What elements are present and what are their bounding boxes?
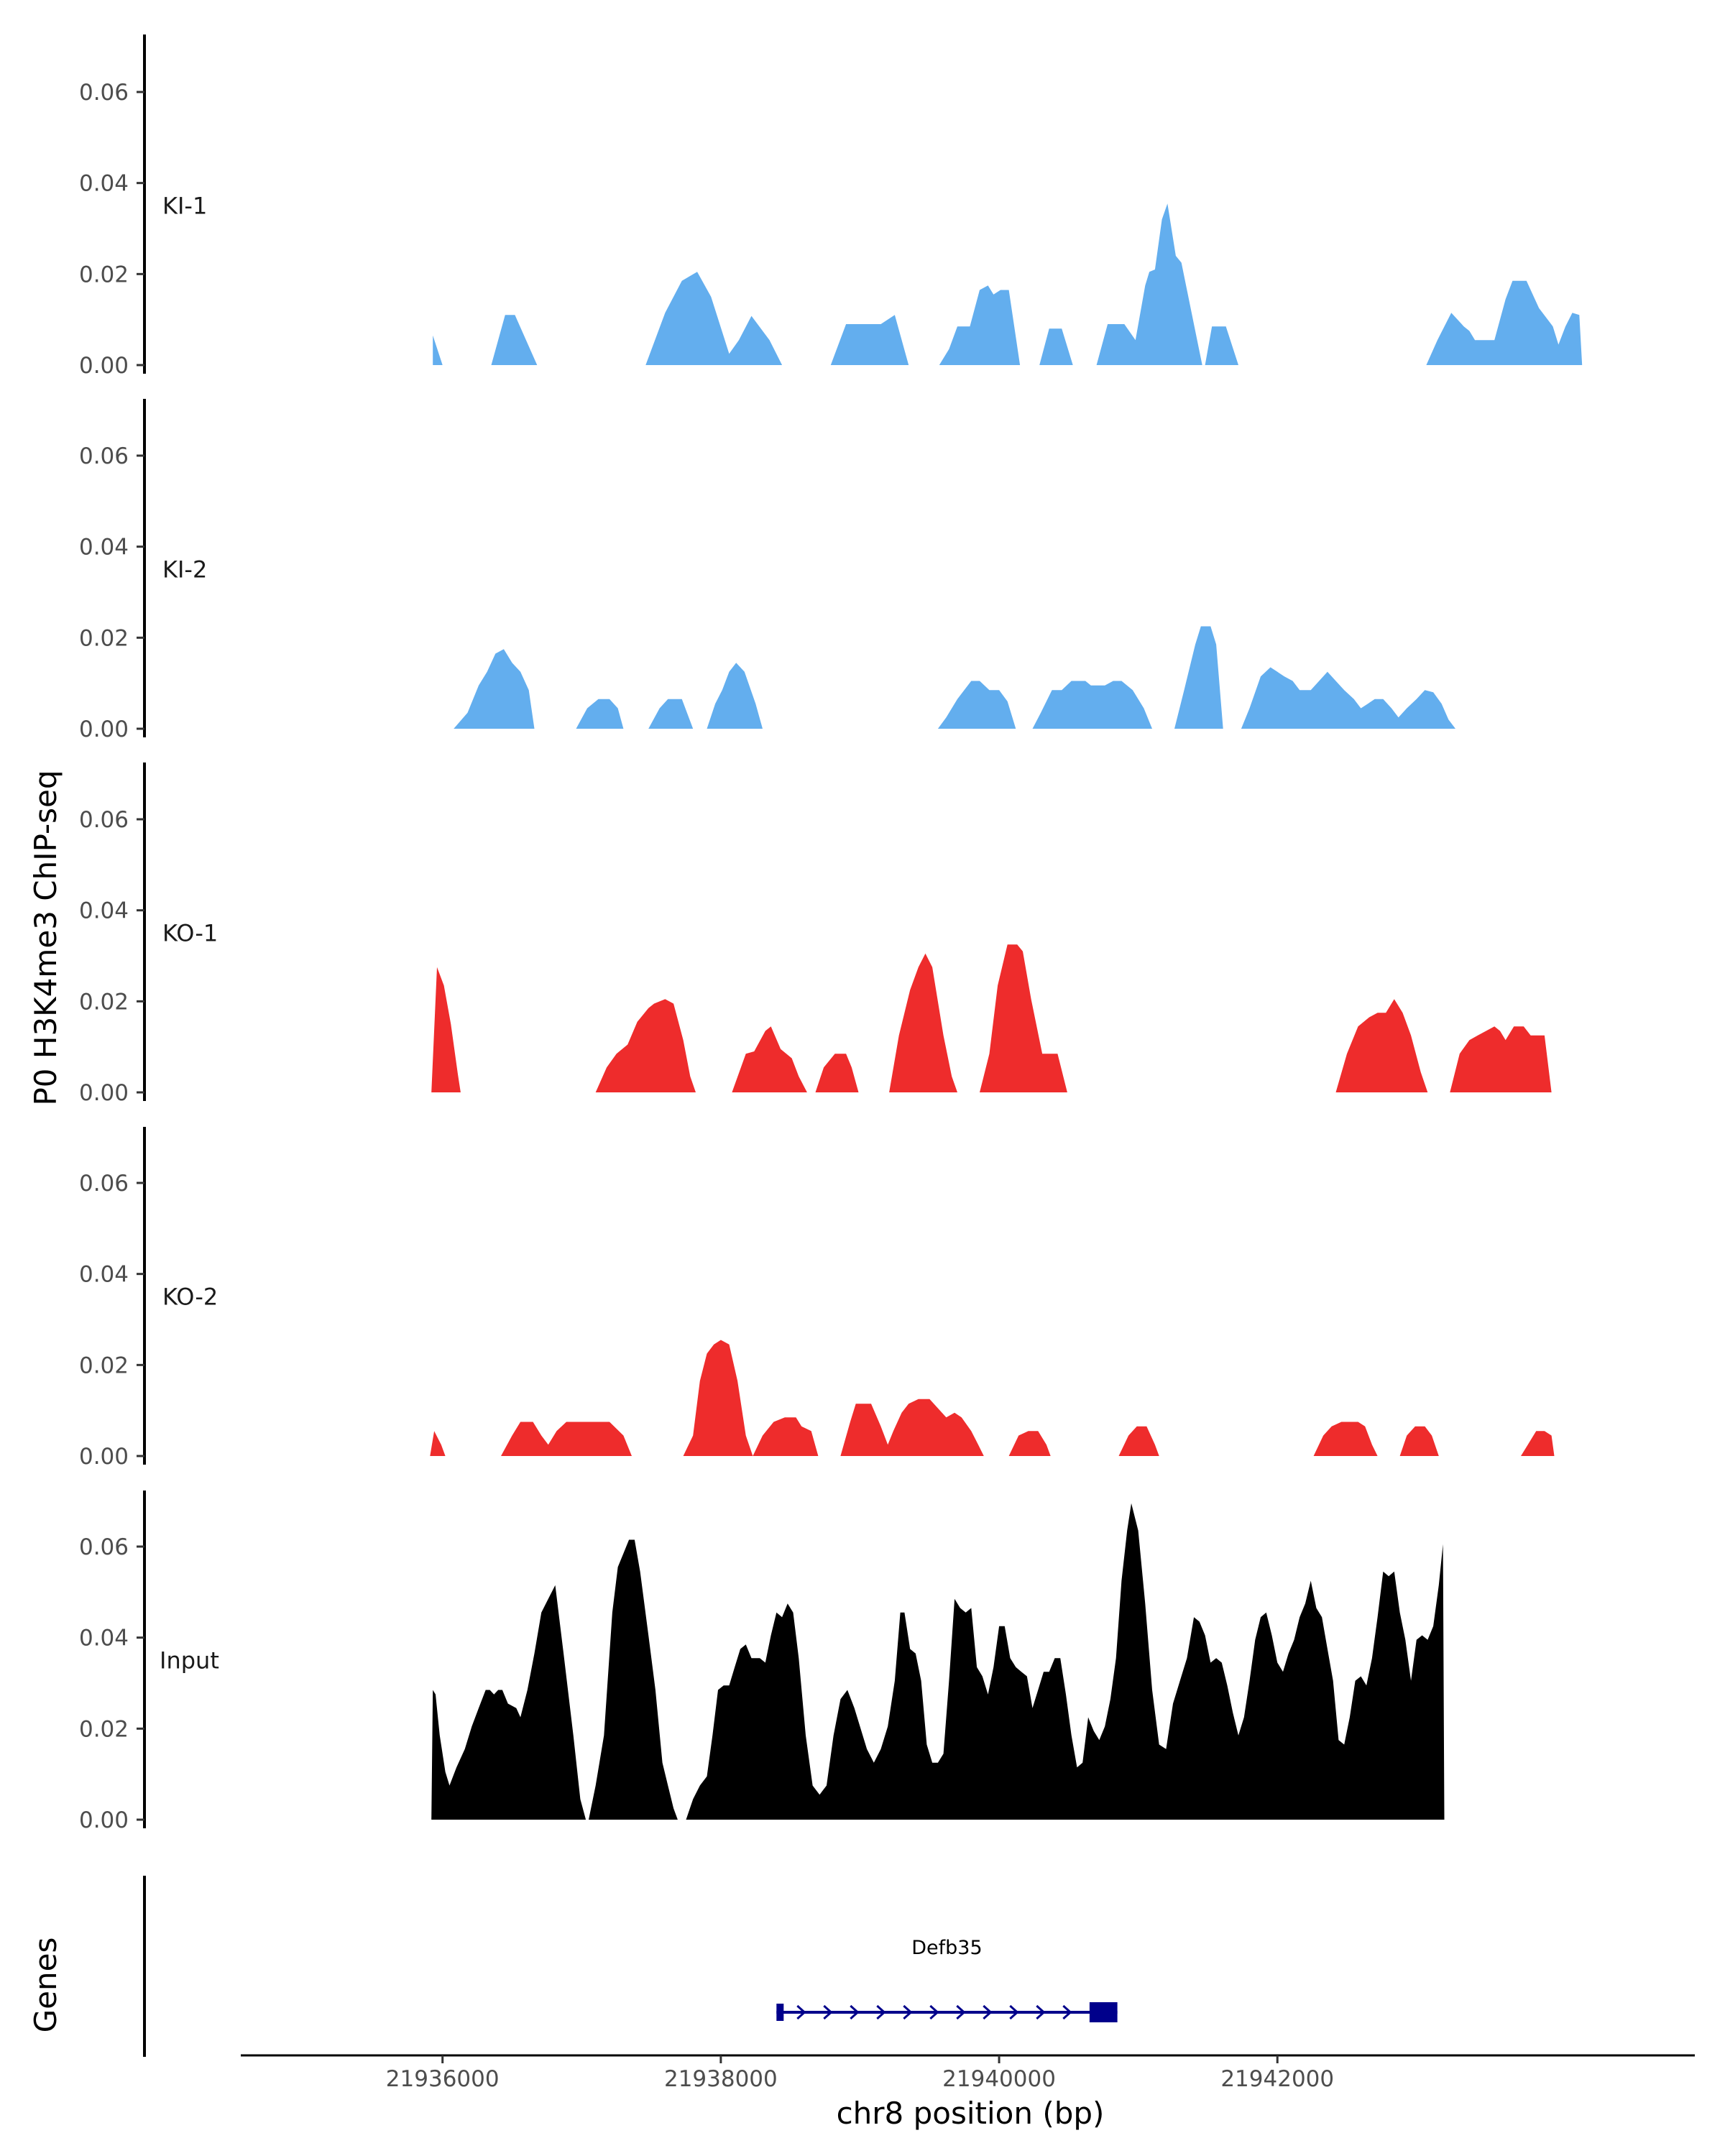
x-tick-label: 21938000	[664, 2066, 778, 2092]
gene-track-title: Genes	[28, 1938, 63, 2033]
y-tick-label: 0.06	[79, 443, 129, 469]
y-tick-label: 0.04	[79, 1262, 129, 1288]
x-tick-label: 21936000	[386, 2066, 500, 2092]
track-ko-2-label: KO-2	[162, 1283, 218, 1310]
track-ki-1-label: KI-1	[162, 192, 207, 219]
track-ko-2: 0.00 0.02 0.04 0.06 KO-2	[79, 1127, 1555, 1470]
y-tick-label: 0.04	[79, 898, 129, 924]
y-tick-label: 0.02	[79, 1716, 129, 1742]
y-tick-label: 0.06	[79, 80, 129, 106]
y-tick-label: 0.00	[79, 1807, 129, 1833]
strand-arrow	[850, 2004, 860, 2020]
y-tick-label: 0.04	[79, 1626, 129, 1651]
strand-arrow	[903, 2004, 913, 2020]
track-input-label: Input	[160, 1646, 219, 1674]
strand-arrow	[796, 2004, 806, 2020]
y-tick-label: 0.02	[79, 262, 129, 287]
track-ko-1-area	[431, 944, 1552, 1092]
gene-track-panel: Genes Defb35	[28, 1876, 1118, 2057]
gene-name-label: Defb35	[911, 1937, 982, 1959]
y-tick-label: 0.04	[79, 535, 129, 561]
y-tick-label: 0.06	[79, 807, 129, 833]
track-ko-1-label: KO-1	[162, 919, 218, 946]
track-ki-2-label: KI-2	[162, 556, 207, 583]
track-ko-1: 0.00 0.02 0.04 0.06 KO-1	[79, 763, 1552, 1106]
x-tick-label: 21940000	[942, 2066, 1056, 2092]
track-ki-2: 0.00 0.02 0.04 0.06 KI-2	[79, 399, 1456, 742]
y-tick-label: 0.06	[79, 1171, 129, 1197]
y-tick-label: 0.02	[79, 625, 129, 651]
y-tick-label: 0.00	[79, 353, 129, 379]
strand-arrow	[1062, 2004, 1072, 2020]
track-input-area	[431, 1503, 1445, 1820]
y-tick-label: 0.06	[79, 1534, 129, 1560]
strand-arrow	[823, 2004, 833, 2020]
track-ki-1: 0.00 0.02 0.04 0.06 KI-1	[79, 34, 1583, 379]
y-tick-label: 0.00	[79, 717, 129, 742]
gene-exon	[776, 2004, 784, 2021]
strand-arrow	[929, 2004, 939, 2020]
y-tick-label: 0.00	[79, 1444, 129, 1470]
y-tick-label: 0.00	[79, 1080, 129, 1106]
strand-arrow	[876, 2004, 886, 2020]
x-tick-label: 21942000	[1220, 2066, 1334, 2092]
strand-arrow	[1036, 2004, 1046, 2020]
track-input: 0.00 0.02 0.04 0.06 Input	[79, 1491, 1445, 1833]
y-tick-label: 0.02	[79, 1353, 129, 1378]
strand-arrow	[983, 2004, 993, 2020]
y-axis-title: P0 H3K4me3 ChIP-seq	[28, 770, 63, 1105]
y-tick-label: 0.02	[79, 989, 129, 1015]
x-axis-title: chr8 position (bp)	[837, 2096, 1105, 2131]
y-tick-label: 0.04	[79, 171, 129, 197]
gene-model-defb35	[776, 2002, 1118, 2022]
track-ki-2-area	[454, 626, 1456, 729]
gene-exon	[1089, 2002, 1118, 2022]
track-ki-1-area	[433, 203, 1583, 365]
track-ko-2-area	[430, 1340, 1555, 1456]
strand-arrow	[1009, 2004, 1019, 2020]
coverage-tracks: 0.00 0.02 0.04 0.06 KI-1 0.00 0.02 0.04 0.06 KI-2…	[79, 34, 1583, 1833]
x-axis: 21936000 21938000 21940000 21942000 chr8 po…	[241, 2054, 1695, 2131]
strand-arrow	[956, 2004, 966, 2020]
x-axis-ticks: 21936000 21938000 21940000 21942000	[386, 2055, 1334, 2092]
